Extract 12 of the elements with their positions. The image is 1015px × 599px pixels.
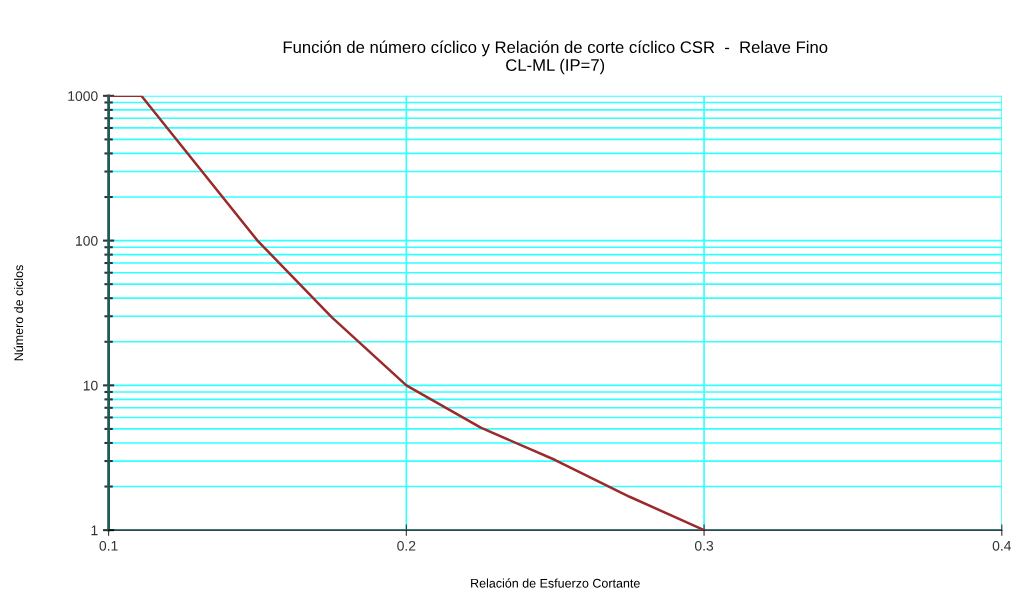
y-tick-label: 10 [83,380,98,391]
y-axis-title: Número de ciclos [13,265,24,361]
x-axis-title: Relación de Esfuerzo Cortante [471,578,640,588]
x-tick-label: 0.4 [992,540,1012,551]
y-tick-label: 1000 [68,91,98,102]
chart-title: Función de número cíclico y Relación de corte cíclico CSR - Relave Fino CL-ML (IP=7) [283,40,828,75]
x-tick-label: 0.2 [397,540,416,551]
line-series [108,95,706,531]
y-tick-label: 1 [91,525,98,536]
x-tick-label: 0.1 [99,540,118,551]
y-tick-label: 100 [76,235,98,246]
x-tick-label: 0.3 [694,540,714,551]
